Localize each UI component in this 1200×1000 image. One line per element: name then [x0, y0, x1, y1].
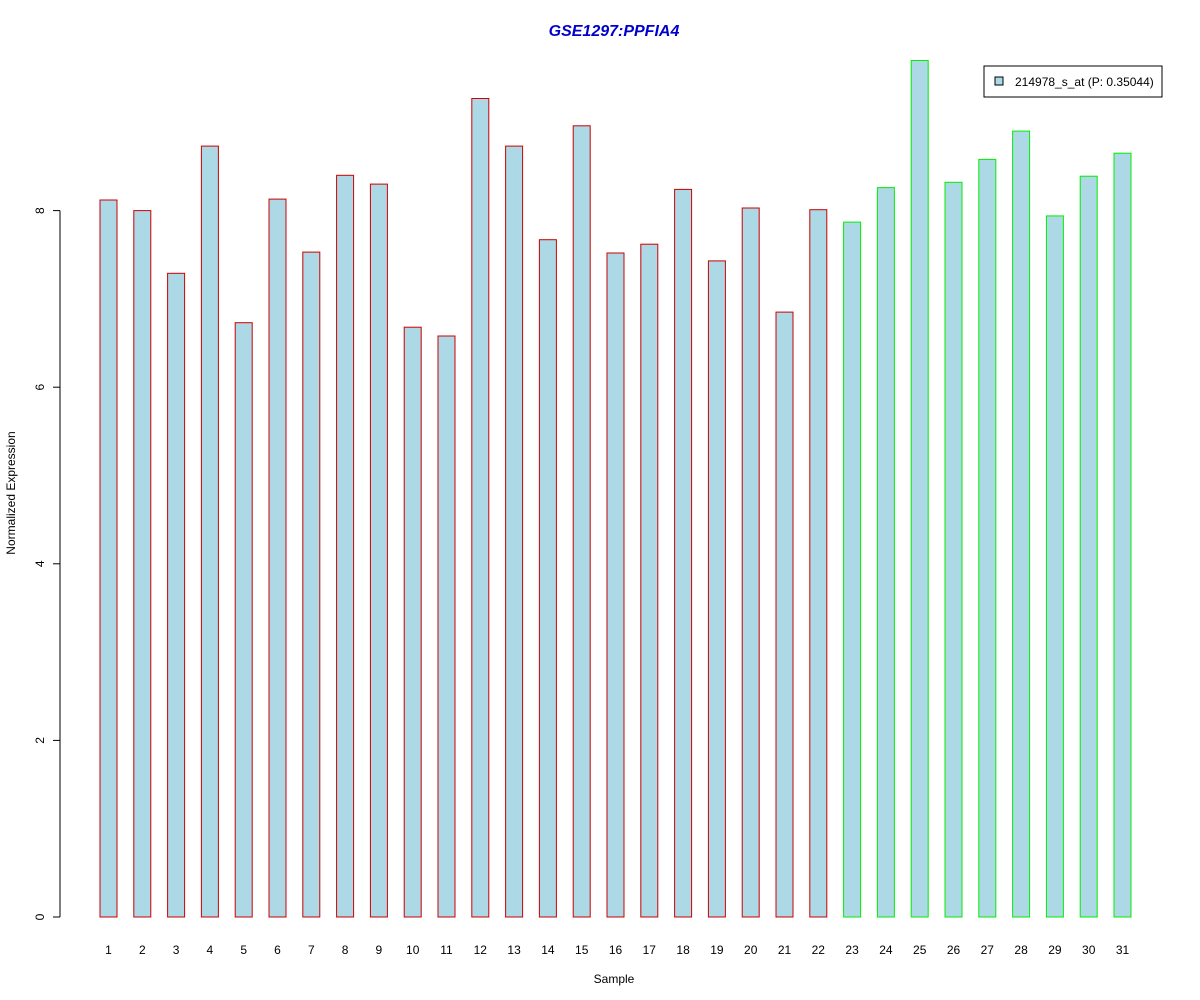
bar-sample-7 — [302, 251, 321, 918]
x-tick-label: 22 — [812, 943, 826, 957]
bar-sample-30 — [1079, 175, 1098, 918]
y-tick-label: 8 — [33, 207, 47, 214]
x-tick-label: 15 — [575, 943, 589, 957]
bar-sample-24 — [876, 187, 895, 918]
x-axis-title: Sample — [594, 972, 635, 986]
legend: 214978_s_at (P: 0.35044) — [983, 65, 1163, 98]
bar-sample-22 — [809, 209, 828, 918]
bar-sample-17 — [640, 243, 659, 918]
bar-sample-28 — [1012, 130, 1031, 918]
bar-sample-19 — [707, 260, 726, 918]
bar-sample-1 — [99, 199, 118, 918]
bar-sample-14 — [538, 239, 557, 918]
x-tick-label: 18 — [676, 943, 690, 957]
x-tick-label: 7 — [308, 943, 315, 957]
x-tick-label: 6 — [274, 943, 281, 957]
x-tick-label: 29 — [1048, 943, 1062, 957]
bars-group — [99, 60, 1132, 918]
bar-sample-25 — [910, 60, 929, 918]
x-tick-label: 25 — [913, 943, 927, 957]
bar-sample-2 — [133, 210, 152, 918]
x-tick-label: 31 — [1116, 943, 1130, 957]
x-tick-label: 3 — [173, 943, 180, 957]
y-tick-label: 2 — [33, 737, 47, 744]
x-tick-label: 9 — [376, 943, 383, 957]
x-tick-label: 26 — [947, 943, 961, 957]
x-axis-labels: 1 2 3 4 5 6 7 8 9 10 11 12 13 14 15 16 17 18 19 20 21 22 23 24 2… — [105, 943, 1129, 957]
bar-sample-5 — [234, 322, 253, 918]
x-tick-label: 2 — [139, 943, 146, 957]
bar-sample-11 — [437, 335, 456, 918]
x-tick-label: 4 — [207, 943, 214, 957]
y-axis-title: Normalized Expression — [4, 431, 18, 554]
x-tick-label: 23 — [845, 943, 859, 957]
bar-sample-3 — [167, 272, 186, 918]
x-tick-label: 5 — [240, 943, 247, 957]
x-tick-label: 12 — [474, 943, 488, 957]
legend-swatch — [994, 76, 1004, 86]
y-tick-label: 4 — [33, 560, 47, 567]
x-tick-label: 17 — [643, 943, 657, 957]
bar-sample-4 — [200, 145, 219, 918]
x-tick-label: 19 — [710, 943, 724, 957]
bar-sample-16 — [606, 252, 625, 918]
bar-sample-21 — [775, 311, 794, 918]
x-tick-label: 11 — [440, 943, 453, 957]
bar-sample-15 — [572, 125, 591, 918]
bar-sample-10 — [403, 326, 422, 918]
bar-sample-8 — [336, 174, 355, 918]
x-tick-label: 20 — [744, 943, 758, 957]
bar-sample-9 — [369, 183, 388, 918]
x-tick-label: 10 — [406, 943, 420, 957]
x-tick-label: 21 — [778, 943, 792, 957]
chart-title: GSE1297:PPFIA4 — [549, 23, 680, 40]
x-tick-label: 14 — [541, 943, 555, 957]
bar-sample-29 — [1045, 215, 1064, 918]
x-tick-label: 1 — [105, 943, 112, 957]
bar-sample-31 — [1113, 152, 1132, 918]
x-tick-label: 16 — [609, 943, 623, 957]
x-tick-label: 13 — [507, 943, 521, 957]
bar-sample-13 — [505, 145, 524, 918]
bar-sample-27 — [978, 158, 997, 918]
bar-sample-6 — [268, 198, 287, 918]
y-tick-label: 6 — [33, 384, 47, 391]
y-tick-label: 0 — [33, 913, 47, 920]
y-axis: 0 2 4 6 8 — [33, 207, 61, 920]
bar-sample-12 — [471, 98, 490, 918]
x-tick-label: 27 — [981, 943, 995, 957]
bar-sample-18 — [674, 188, 693, 918]
legend-box — [983, 65, 1163, 98]
x-tick-label: 8 — [342, 943, 349, 957]
x-tick-label: 24 — [879, 943, 893, 957]
x-tick-label: 28 — [1014, 943, 1028, 957]
x-tick-label: 30 — [1082, 943, 1096, 957]
bar-sample-20 — [741, 207, 760, 918]
bar-sample-23 — [843, 221, 862, 918]
legend-label: 214978_s_at (P: 0.35044) — [1015, 75, 1154, 89]
bar-sample-26 — [944, 181, 963, 918]
